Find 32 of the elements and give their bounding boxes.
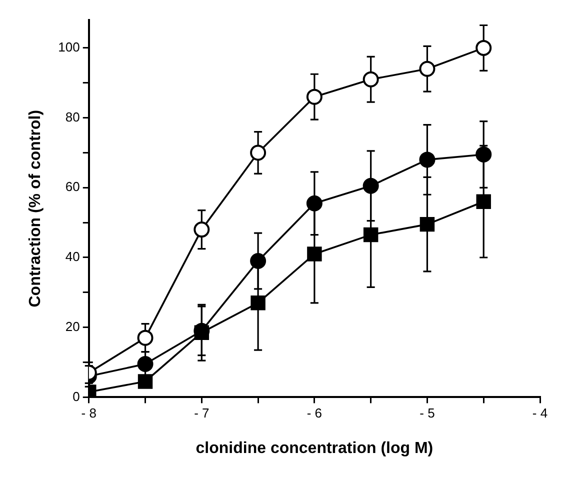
y-axis-title: Contraction (% of control) [27,110,44,308]
y-tick-label: 40 [65,249,80,264]
x-tick-label: - 7 [194,406,210,421]
point [307,246,322,262]
point [362,71,379,88]
x-axis-title: clonidine concentration (log M) [196,440,434,457]
point [138,374,153,389]
point [306,195,322,212]
point [363,227,378,242]
point [137,356,154,372]
x-tick-label: - 6 [306,406,322,421]
point [306,88,322,105]
point [476,40,492,56]
y-tick-label: 60 [65,179,80,194]
point [194,222,210,238]
x-tick-label: - 5 [420,406,435,421]
y-tick-label: 0 [72,388,80,404]
y-tick-label: 20 [65,318,80,334]
point [419,60,436,77]
y-tick-label: 80 [65,109,80,124]
point [362,178,379,194]
point [250,252,266,269]
x-tick-label: - 8 [81,406,96,421]
point [250,296,266,310]
point [137,330,154,346]
point [420,216,435,232]
point [476,146,492,162]
y-tick-label: 100 [58,40,80,55]
point [419,152,436,168]
point [476,194,491,209]
point [250,144,266,161]
x-tick-label: - 4 [532,406,548,421]
